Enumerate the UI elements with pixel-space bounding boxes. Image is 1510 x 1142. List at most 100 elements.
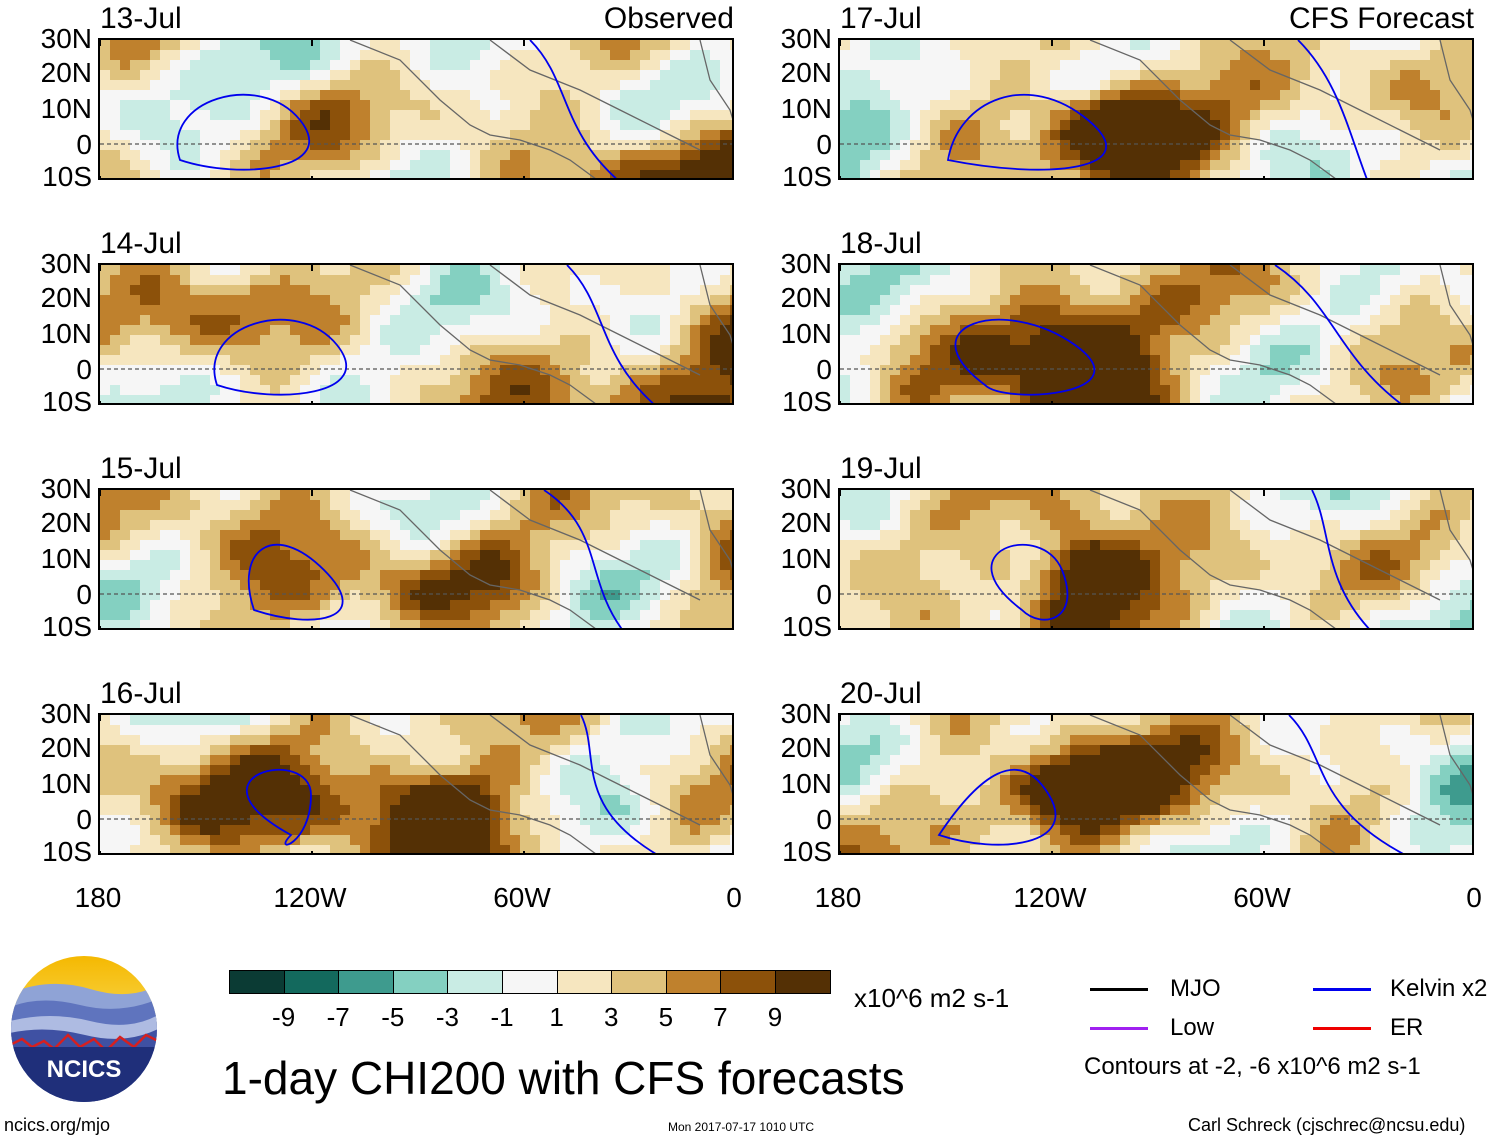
map-panel-17-Jul xyxy=(838,38,1474,180)
lon-tick-label: 60W xyxy=(1233,882,1291,913)
lat-tick-label: 20N xyxy=(40,57,92,88)
panel-date: 13-Jul xyxy=(100,2,182,35)
colorbar-label: -3 xyxy=(435,1002,459,1032)
lat-tick-label: 20N xyxy=(780,57,832,88)
footer-website: ncics.org/mjo xyxy=(4,1115,111,1135)
legend-line-low xyxy=(1090,1027,1148,1030)
legend-label-low: Low xyxy=(1170,1014,1215,1041)
kelvin-contour xyxy=(990,543,1069,621)
colorbar-swatch xyxy=(447,970,503,994)
kelvin-contour xyxy=(1288,715,1404,853)
logo-text: NCICS xyxy=(47,1056,122,1083)
kelvin-contour xyxy=(954,318,1096,396)
legend-line-kelvin xyxy=(1313,988,1371,991)
lat-tick-label: 10N xyxy=(780,93,832,124)
lon-tick-label: 180 xyxy=(814,882,862,913)
kelvin-contour xyxy=(543,490,623,628)
lat-tick-label: 10N xyxy=(780,318,832,349)
lat-tick-label: 10N xyxy=(40,318,92,349)
map-panel-16-Jul xyxy=(98,713,734,855)
lat-tick-label: 20N xyxy=(40,507,92,538)
lat-tick-label: 30N xyxy=(40,473,92,504)
lat-tick-label: 20N xyxy=(780,507,832,538)
lat-tick-label: 0 xyxy=(76,129,92,160)
lon-tick-label: 0 xyxy=(1466,882,1482,913)
panel-date: 20-Jul xyxy=(840,677,922,710)
kelvin-contour xyxy=(1274,265,1402,403)
lat-tick-label: 30N xyxy=(780,698,832,729)
legend-label-kelvin: Kelvin x2 xyxy=(1390,975,1488,1002)
colorbar-label: 3 xyxy=(603,1002,619,1032)
lon-tick-label: 180 xyxy=(74,882,122,913)
colorbar-label: 7 xyxy=(713,1002,728,1032)
lat-tick-label: 10S xyxy=(42,161,92,192)
lat-tick-label: 0 xyxy=(76,804,92,835)
lat-tick-label: 10N xyxy=(40,768,92,799)
coastline xyxy=(1089,40,1472,178)
lat-tick-label: 20N xyxy=(780,282,832,313)
map-panel-20-Jul xyxy=(838,713,1474,855)
colorbar-swatch xyxy=(283,970,340,994)
colorbar-swatch xyxy=(611,970,667,994)
legend-label-er: ER xyxy=(1390,1014,1424,1041)
colorbar-swatch xyxy=(229,970,285,994)
colorbar-label: -9 xyxy=(272,1002,296,1032)
coastline xyxy=(1089,715,1472,853)
map-panel-15-Jul xyxy=(98,488,734,630)
units-label: x10^6 m2 s-1 xyxy=(854,983,1010,1013)
panel-date: 17-Jul xyxy=(840,2,922,35)
kelvin-contour xyxy=(946,93,1107,171)
colorbar-swatch xyxy=(665,970,722,994)
column-header: CFS Forecast xyxy=(1288,2,1474,35)
lat-tick-label: 30N xyxy=(40,248,92,279)
lat-tick-label: 10N xyxy=(40,93,92,124)
lat-tick-label: 10S xyxy=(42,611,92,642)
map-panel-14-Jul xyxy=(98,263,734,405)
colorbar-label: 9 xyxy=(767,1002,783,1032)
legend-line-er xyxy=(1313,1027,1371,1030)
colorbar-swatch xyxy=(392,970,449,994)
lat-tick-label: 0 xyxy=(816,354,832,385)
kelvin-contour xyxy=(248,543,344,621)
lat-tick-label: 10S xyxy=(782,611,832,642)
ncics-logo: NCICS xyxy=(10,955,158,1103)
lat-tick-label: 10S xyxy=(42,836,92,867)
colorbar-swatch xyxy=(502,970,558,994)
kelvin-contour xyxy=(937,768,1057,846)
lat-tick-label: 10S xyxy=(782,836,832,867)
colorbar-swatch xyxy=(775,970,831,994)
panel-date: 14-Jul xyxy=(100,227,182,260)
lat-tick-label: 20N xyxy=(780,732,832,763)
colorbar-swatch xyxy=(338,970,394,994)
lat-tick-label: 10S xyxy=(42,386,92,417)
lat-tick-label: 20N xyxy=(40,732,92,763)
kelvin-contour xyxy=(1311,490,1370,628)
kelvin-contour xyxy=(566,265,655,403)
lat-tick-label: 0 xyxy=(816,129,832,160)
lat-tick-label: 30N xyxy=(40,23,92,54)
lat-tick-label: 30N xyxy=(780,23,832,54)
lat-tick-label: 30N xyxy=(40,698,92,729)
kelvin-contour xyxy=(580,715,657,853)
lat-tick-label: 0 xyxy=(816,804,832,835)
coastline xyxy=(349,490,732,628)
lat-tick-label: 10S xyxy=(782,386,832,417)
legend-line-mjo xyxy=(1090,988,1148,991)
lon-tick-label: 0 xyxy=(726,882,742,913)
colorbar-label: -5 xyxy=(381,1002,405,1032)
lat-tick-label: 10S xyxy=(782,161,832,192)
lat-tick-label: 20N xyxy=(40,282,92,313)
lon-tick-label: 120W xyxy=(1013,882,1087,913)
colorbar-label: -7 xyxy=(326,1002,350,1032)
kelvin-contour xyxy=(213,318,347,396)
lat-tick-label: 10N xyxy=(780,543,832,574)
kelvin-contour xyxy=(246,768,312,846)
colorbar-label: 1 xyxy=(549,1002,564,1032)
kelvin-contour xyxy=(529,40,618,178)
lat-tick-label: 30N xyxy=(780,473,832,504)
colorbar-swatch xyxy=(556,970,613,994)
panel-date: 16-Jul xyxy=(100,677,182,710)
lat-tick-label: 10N xyxy=(780,768,832,799)
kelvin-contour xyxy=(1297,40,1368,178)
lat-tick-label: 10N xyxy=(40,543,92,574)
